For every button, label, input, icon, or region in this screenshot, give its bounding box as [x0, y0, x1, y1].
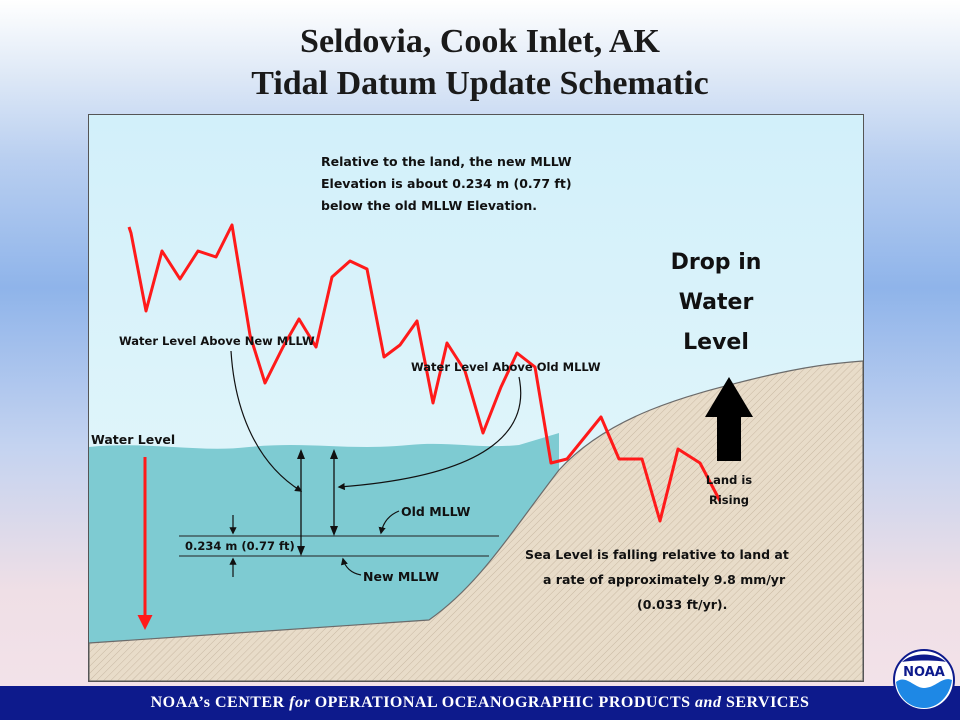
drop-label-line3: Level — [683, 330, 749, 355]
offset-label: 0.234 m (0.77 ft) — [185, 539, 295, 553]
sea-level-note-line1: Sea Level is falling relative to land at — [525, 547, 789, 562]
water-level-series — [127, 223, 722, 523]
schematic-panel: Water Level 0.234 m (0.77 ft) Old MLLW N… — [88, 114, 864, 682]
drop-label-line2: Water — [679, 290, 754, 315]
sea-level-note-line3: (0.033 ft/yr). — [637, 597, 727, 612]
sea-level-note-line2: a rate of approximately 9.8 mm/yr — [543, 572, 786, 587]
footer-bar: NOAA’s CENTER for OPERATIONAL OCEANOGRAP… — [0, 686, 960, 720]
old-mllw-label: Old MLLW — [401, 504, 471, 519]
drop-label-line1: Drop in — [671, 250, 762, 275]
land-slope — [89, 360, 863, 681]
water-level-label: Water Level — [91, 432, 175, 447]
footer-text: NOAA’s CENTER for OPERATIONAL OCEANOGRAP… — [150, 694, 810, 711]
top-note-line3: below the old MLLW Elevation. — [321, 198, 537, 213]
land-rising-line2: Rising — [709, 493, 749, 507]
above-new-mllw-label: Water Level Above New MLLW — [119, 334, 315, 348]
page-subtitle: Tidal Datum Update Schematic — [251, 65, 709, 102]
page-title: Seldovia, Cook Inlet, AK — [300, 23, 660, 60]
land-rising-arrow — [705, 377, 753, 461]
noaa-logo-icon: NOAA — [893, 649, 955, 711]
svg-text:NOAA: NOAA — [903, 665, 945, 680]
top-note-line1: Relative to the land, the new MLLW — [321, 154, 572, 169]
top-note-line2: Elevation is about 0.234 m (0.77 ft) — [321, 176, 572, 191]
above-old-mllw-label: Water Level Above Old MLLW — [411, 360, 601, 374]
land-rising-line1: Land is — [706, 473, 752, 487]
new-mllw-label: New MLLW — [363, 569, 439, 584]
